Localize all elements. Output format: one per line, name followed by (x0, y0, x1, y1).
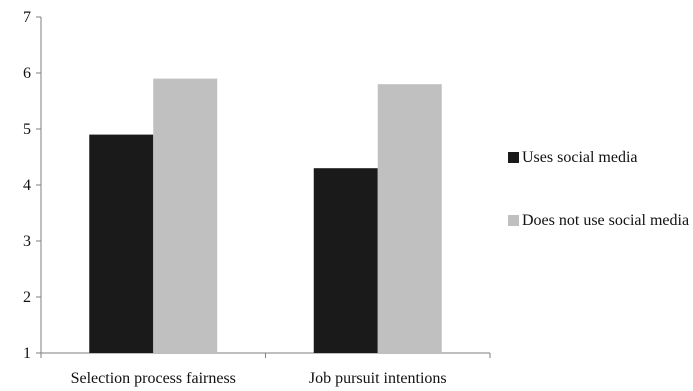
y-tick-label: 6 (23, 65, 31, 82)
y-tick-label: 3 (23, 233, 31, 250)
legend-swatch-does-not-use (508, 215, 519, 226)
x-category-label: Job pursuit intentions (309, 370, 447, 387)
y-tick-label: 1 (23, 345, 31, 362)
y-tick-label: 4 (23, 177, 31, 194)
legend-item-does-not-use-social-media: Does not use social media (508, 209, 693, 232)
category-labels: Selection process fairness Job pursuit in… (71, 370, 447, 387)
bars (89, 78, 442, 353)
legend-label-uses: Uses social media (522, 149, 638, 166)
legend: Uses social media Does not use social me… (508, 146, 693, 232)
x-category-label: Selection process fairness (71, 370, 236, 387)
bar-does-not-use-social-media (153, 78, 218, 353)
legend-label-does-not-use: Does not use social media (522, 212, 690, 229)
bar-uses-social-media (89, 134, 154, 353)
bar-uses-social-media (313, 168, 378, 353)
legend-swatch-uses (508, 152, 519, 163)
y-axis: 1 2 3 4 5 6 7 (23, 9, 42, 362)
y-tick-label: 2 (23, 289, 31, 306)
y-tick-label: 7 (23, 9, 31, 26)
y-tick-label: 5 (23, 121, 31, 138)
legend-item-uses-social-media: Uses social media (508, 146, 693, 169)
x-axis (40, 352, 491, 358)
bar-does-not-use-social-media (377, 84, 442, 353)
